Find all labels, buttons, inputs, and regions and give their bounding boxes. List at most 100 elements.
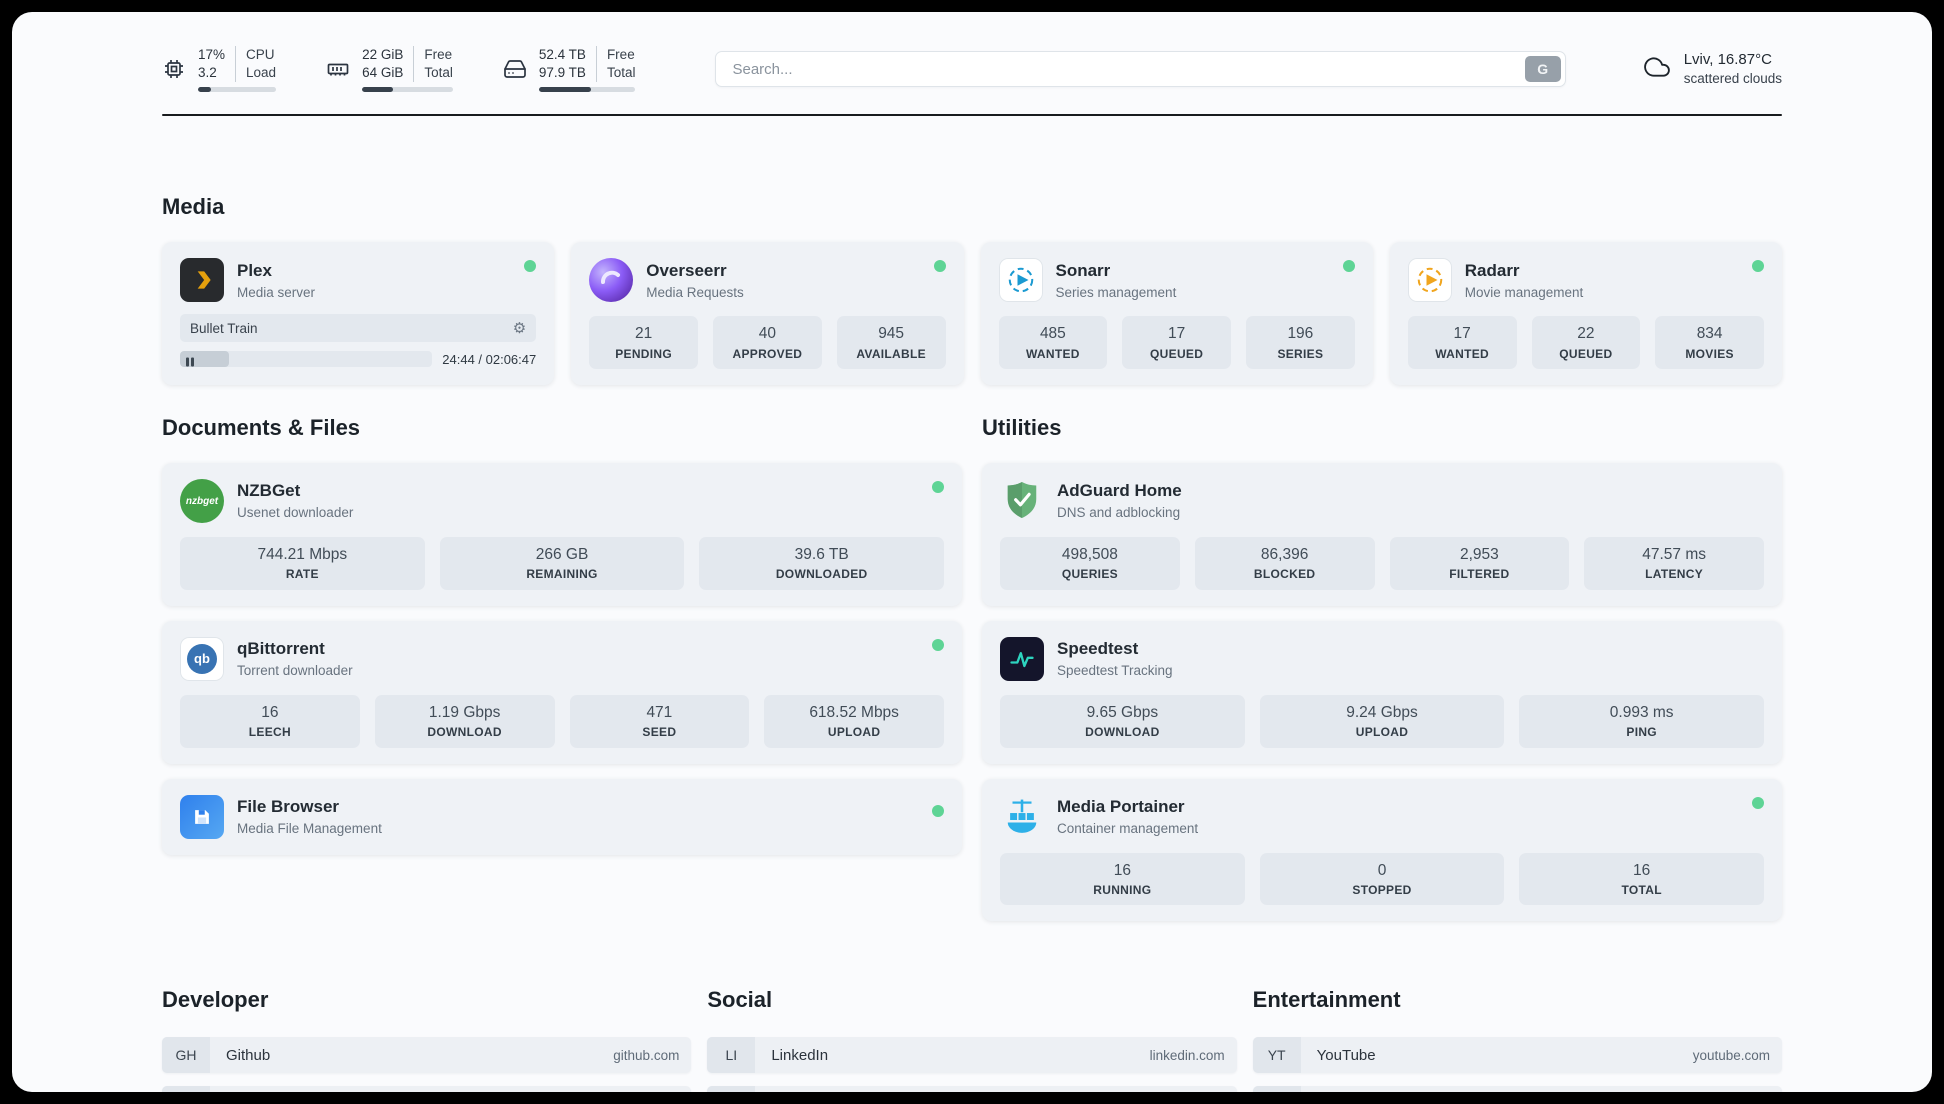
radarr-card[interactable]: Radarr Movie management 17 WANTED 22 QUE… xyxy=(1389,242,1782,386)
bookmark-abbr: YT xyxy=(1252,1037,1301,1074)
filebrowser-icon xyxy=(180,794,224,839)
stat-stopped: 0 STOPPED xyxy=(1259,852,1505,906)
ram-widget: 22 GiB 64 GiB Free Total xyxy=(326,46,453,93)
service-name: NZBGet xyxy=(237,481,301,501)
service-name: Media Portainer xyxy=(1057,796,1185,816)
overseerr-icon xyxy=(589,258,634,303)
stat-available: 945 AVAILABLE xyxy=(836,316,946,370)
header: 17% 3.2 CPU Load xyxy=(162,38,1782,93)
disk-values: 52.4 TB 97.9 TB xyxy=(538,47,586,81)
now-playing-bar: Bullet Train ⚙ xyxy=(180,314,537,343)
speedtest-card[interactable]: Speedtest Speedtest Tracking 9.65 Gbps D… xyxy=(982,620,1782,764)
player-settings-gear-icon[interactable]: ⚙ xyxy=(512,319,527,338)
cpu-labels: CPU Load xyxy=(235,46,276,83)
portainer-status-dot xyxy=(1752,796,1764,809)
portainer-icon xyxy=(1000,795,1044,839)
playback-time: 24:44 / 02:06:47 xyxy=(442,351,537,367)
stat-rate: 744.21 Mbps RATE xyxy=(180,537,425,590)
plex-card[interactable]: Plex Media server Bullet Train ⚙ 24:44 /… xyxy=(162,242,555,386)
stat-download: 1.19 Gbps DOWNLOAD xyxy=(374,694,555,748)
sonarr-status-dot xyxy=(1342,260,1355,273)
filebrowser-status-dot xyxy=(932,804,944,817)
bookmark-name: LinkedIn xyxy=(771,1046,829,1064)
search-engine-button[interactable]: G xyxy=(1524,56,1561,83)
pause-icon[interactable] xyxy=(185,354,195,367)
service-desc: Container management xyxy=(1057,820,1199,836)
cpu-values: 17% 3.2 xyxy=(198,47,226,81)
header-divider xyxy=(162,114,1782,117)
stat-upload: 618.52 Mbps UPLOAD xyxy=(764,694,944,748)
stat-remaining: 266 GB REMAINING xyxy=(439,537,685,590)
stat-wanted: 485 WANTED xyxy=(998,316,1108,370)
ram-labels: Free Total xyxy=(413,46,453,83)
bookmark-github[interactable]: GH Github github.com xyxy=(162,1037,692,1074)
plex-status-dot xyxy=(524,260,537,273)
service-desc: Media File Management xyxy=(237,820,382,836)
plex-icon xyxy=(180,258,224,303)
stat-queued: 17 QUEUED xyxy=(1122,316,1231,370)
stat-ping: 0.993 ms PING xyxy=(1519,694,1765,748)
bookmark-abbr: TW xyxy=(707,1086,756,1092)
nzbget-icon: nzbget xyxy=(180,479,224,524)
weather-widget: Lviv, 16.87°C scattered clouds xyxy=(1642,50,1782,88)
service-desc: Movie management xyxy=(1464,284,1584,300)
nzbget-card[interactable]: nzbget NZBGet Usenet downloader 744.21 M… xyxy=(162,463,962,606)
ram-icon xyxy=(326,57,350,81)
bookmark-abbr: SO xyxy=(162,1086,210,1092)
now-playing-title: Bullet Train xyxy=(190,320,258,336)
section-title-social: Social xyxy=(707,987,773,1013)
bookmark-abbr: NF xyxy=(1252,1086,1301,1092)
service-name: Plex xyxy=(237,260,272,280)
service-name: Radarr xyxy=(1464,260,1520,280)
bookmark-linkedin[interactable]: LI LinkedIn linkedin.com xyxy=(707,1037,1237,1074)
section-title-media: Media xyxy=(162,194,225,220)
filebrowser-card[interactable]: File Browser Media File Management xyxy=(162,778,962,855)
service-desc: DNS and adblocking xyxy=(1057,505,1181,521)
bookmark-abbr: LI xyxy=(707,1037,756,1074)
bookmark-url: linkedin.com xyxy=(1149,1047,1225,1063)
sonarr-icon xyxy=(998,258,1043,303)
bookmark-youtube[interactable]: YT YouTube youtube.com xyxy=(1252,1037,1782,1074)
bookmark-netflix[interactable]: NF Netflix netflix.com xyxy=(1252,1086,1782,1092)
service-desc: Media server xyxy=(237,284,316,300)
stat-pending: 21 PENDING xyxy=(589,316,698,370)
nzbget-status-dot xyxy=(932,481,944,494)
sonarr-card[interactable]: Sonarr Series management 485 WANTED 17 Q… xyxy=(980,242,1373,386)
section-title-documents: Documents & Files xyxy=(162,415,361,441)
disk-progress-bar xyxy=(538,87,636,93)
portainer-card[interactable]: Media Portainer Container management 16 … xyxy=(982,778,1782,922)
cpu-widget: 17% 3.2 CPU Load xyxy=(162,46,277,93)
hard-drive-icon xyxy=(503,57,527,81)
overseerr-status-dot xyxy=(933,260,946,273)
stat-wanted: 17 WANTED xyxy=(1407,316,1517,370)
cpu-chip-icon xyxy=(162,57,186,81)
stat-downloaded: 39.6 TB DOWNLOADED xyxy=(699,537,945,590)
dashboard: 17% 3.2 CPU Load xyxy=(12,12,1932,1092)
social-column: Social LI LinkedIn linkedin.com TW Twitt… xyxy=(707,987,1237,1092)
qbittorrent-card[interactable]: qb qBittorrent Torrent downloader 16 LEE… xyxy=(162,620,962,764)
service-name: qBittorrent xyxy=(237,639,325,659)
cpu-progress-bar xyxy=(198,87,277,93)
service-desc: Speedtest Tracking xyxy=(1057,663,1173,679)
media-grid: Plex Media server Bullet Train ⚙ 24:44 /… xyxy=(162,242,1782,386)
adguard-card[interactable]: AdGuard Home DNS and adblocking 498,508 … xyxy=(982,463,1782,606)
bookmark-name: YouTube xyxy=(1316,1046,1376,1064)
service-name: Overseerr xyxy=(646,260,727,280)
bookmark-url: youtube.com xyxy=(1692,1047,1770,1063)
stat-queries: 498,508 QUERIES xyxy=(1000,537,1180,590)
overseerr-card[interactable]: Overseerr Media Requests 21 PENDING 40 A… xyxy=(571,242,964,386)
bookmark-twitter[interactable]: TW Twitter twitter.com xyxy=(707,1086,1237,1092)
stat-latency: 47.57 ms LATENCY xyxy=(1584,537,1764,590)
bookmark-stackoverflow[interactable]: SO StackOverflow stackoverflow.com xyxy=(162,1086,692,1092)
stat-running: 16 RUNNING xyxy=(1000,852,1245,906)
disk-widget: 52.4 TB 97.9 TB Free Total xyxy=(503,46,636,93)
playback-progress-bar[interactable] xyxy=(180,351,433,368)
section-title-utilities: Utilities xyxy=(982,415,1062,441)
section-title-developer: Developer xyxy=(162,987,269,1013)
speedtest-icon xyxy=(1000,636,1044,681)
cloud-icon xyxy=(1642,54,1672,85)
radarr-status-dot xyxy=(1752,260,1764,273)
service-name: Speedtest xyxy=(1057,639,1139,659)
search-input[interactable] xyxy=(715,51,1566,88)
service-name: Sonarr xyxy=(1055,260,1111,280)
